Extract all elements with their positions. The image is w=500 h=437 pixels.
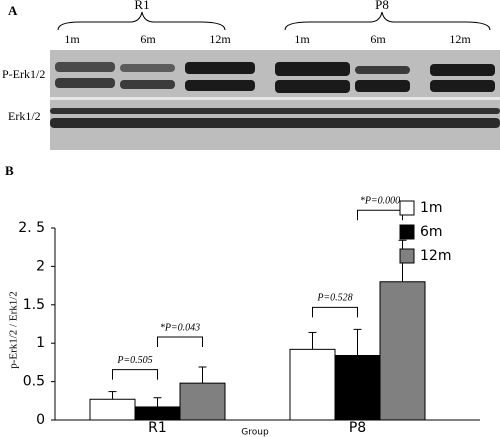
bar	[289, 348, 336, 421]
significance-bracket	[112, 369, 158, 380]
legend-label: 12m	[420, 248, 451, 264]
significance-bracket	[312, 306, 358, 318]
x-axis-label: Group	[241, 428, 269, 437]
lane-label: 6m	[370, 32, 386, 46]
y-tick-label: 2	[36, 258, 45, 274]
lane-label: 1m	[64, 32, 80, 46]
lane-label: 1m	[294, 32, 310, 46]
bands	[50, 62, 500, 128]
p-value: *P=0.043	[160, 322, 200, 333]
panel-label: B	[5, 163, 14, 178]
bar	[379, 281, 426, 421]
bar	[334, 354, 381, 421]
group-label: P8	[375, 0, 389, 12]
legend-swatch	[399, 200, 415, 216]
y-tick-label: 0.5	[23, 374, 45, 390]
p-value: *P=0.000	[360, 196, 400, 207]
p-value: P=0.505	[116, 355, 152, 366]
p-value: P=0.528	[316, 293, 352, 304]
bar	[89, 398, 136, 421]
lane-label: 12m	[209, 32, 231, 46]
lane-label: 6m	[140, 32, 156, 46]
x-tick-label: R1	[148, 420, 167, 436]
brace	[284, 11, 491, 31]
bar	[134, 406, 181, 421]
row-label: Erk1/2	[8, 109, 41, 123]
panel-label: A	[8, 3, 18, 18]
y-tick-label: 0	[36, 412, 45, 428]
legend-label: 6m	[420, 224, 443, 240]
x-tick-label: P8	[349, 420, 366, 436]
y-tick-label: 1.5	[23, 297, 45, 313]
group-label: R1	[134, 0, 149, 12]
legend-label: 1m	[420, 200, 443, 216]
y-tick-label: 1	[36, 335, 45, 351]
bar	[179, 382, 226, 421]
significance-bracket	[357, 209, 403, 221]
y-tick-label: 2. 5	[18, 220, 45, 236]
legend-swatch	[399, 248, 415, 264]
legend-swatch	[399, 224, 415, 240]
brace	[57, 11, 226, 31]
y-axis-label: p-Erk1/2 / Erk1/2	[8, 291, 20, 369]
lane-label: 12m	[449, 32, 471, 46]
significance-bracket	[157, 336, 203, 348]
blot-gap	[50, 97, 500, 100]
row-label: P-Erk1/2	[2, 67, 45, 81]
